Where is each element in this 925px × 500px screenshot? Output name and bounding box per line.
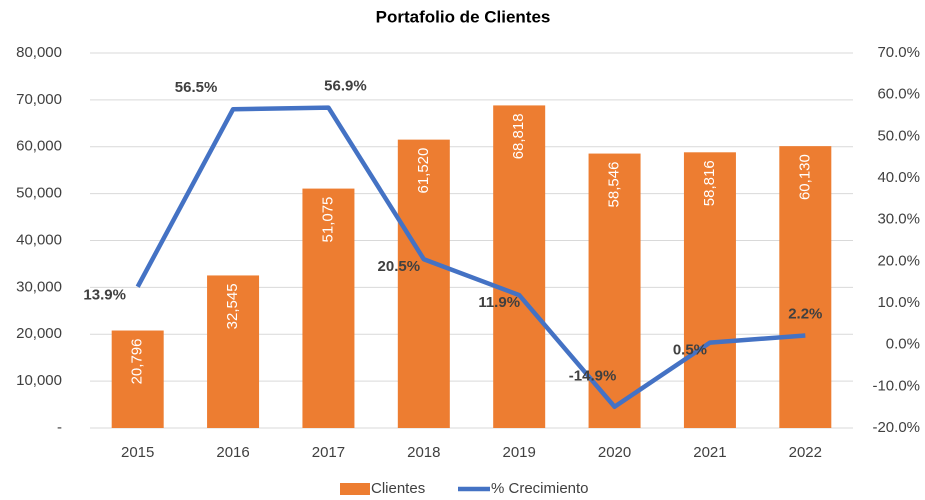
chart-title: Portafolio de Clientes [376, 7, 551, 26]
line-value-label: 0.5% [673, 342, 707, 359]
x-tick-label: 2022 [789, 444, 822, 461]
bar [588, 153, 641, 429]
bar-value-label: 58,546 [606, 162, 623, 208]
y2-tick-label: 0.0% [886, 336, 920, 353]
y2-tick-label: 20.0% [877, 252, 920, 269]
y-tick-label: 30,000 [16, 278, 62, 295]
y-tick-label: - [57, 419, 62, 436]
bar-value-label: 32,545 [224, 283, 241, 329]
y2-tick-label: 10.0% [877, 294, 920, 311]
y-tick-label: 20,000 [16, 325, 62, 342]
y-tick-label: 10,000 [16, 372, 62, 389]
bar [111, 330, 164, 428]
legend-label: % Crecimiento [491, 480, 589, 497]
line-value-label: 2.2% [788, 305, 822, 322]
line-value-label: 56.9% [324, 78, 367, 95]
y2-tick-label: 50.0% [877, 127, 920, 144]
x-tick-label: 2017 [312, 444, 345, 461]
line-value-label: 13.9% [83, 287, 126, 304]
y2-tick-label: 60.0% [877, 86, 920, 103]
bar [493, 105, 546, 429]
legend-swatch [340, 483, 370, 495]
y2-tick-label: -10.0% [872, 377, 920, 394]
bar [397, 139, 450, 428]
x-tick-label: 2020 [598, 444, 631, 461]
y2-tick-label: 70.0% [877, 44, 920, 61]
line-value-label: 56.5% [175, 79, 218, 96]
bar-value-label: 20,796 [129, 339, 146, 385]
bar-value-label: 68,818 [510, 113, 527, 159]
x-tick-label: 2015 [121, 444, 154, 461]
y-tick-label: 70,000 [16, 91, 62, 108]
bar [207, 275, 260, 428]
y2-tick-label: 30.0% [877, 211, 920, 228]
bar [779, 146, 832, 428]
y2-tick-label: 40.0% [877, 169, 920, 186]
x-tick-label: 2021 [693, 444, 726, 461]
x-tick-label: 2016 [216, 444, 249, 461]
bar [302, 188, 355, 428]
line [135, 105, 806, 409]
x-tick-label: 2018 [407, 444, 440, 461]
bar-value-label: 61,520 [415, 148, 432, 194]
bar-value-label: 60,130 [796, 154, 813, 200]
y2-tick-label: -20.0% [872, 419, 920, 436]
line-value-label: -14.9% [569, 368, 617, 385]
x-tick-label: 2019 [503, 444, 536, 461]
y-tick-label: 60,000 [16, 138, 62, 155]
bar [683, 152, 736, 429]
y-tick-label: 50,000 [16, 185, 62, 202]
line-value-label: 11.9% [478, 294, 520, 311]
bar-value-label: 58,816 [701, 160, 718, 206]
y-tick-label: 40,000 [16, 231, 62, 248]
y-tick-label: 80,000 [16, 44, 62, 61]
legend-label: Clientes [371, 480, 425, 497]
bar-value-label: 51,075 [319, 197, 336, 243]
line-value-label: 20.5% [378, 258, 421, 275]
